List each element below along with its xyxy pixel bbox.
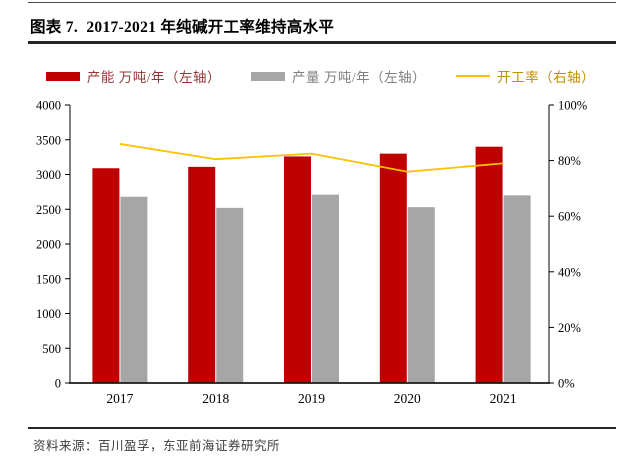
capacity-bar-2019: [284, 156, 311, 383]
bar-marker-icon: [251, 71, 285, 81]
right-axis-tick-label: 40%: [558, 265, 581, 279]
combo-chart: 0 500 1000 1500 2000 2500 3000 3500 4000 0% 20% 40%…: [36, 99, 587, 407]
capacity-bar-2017: [92, 168, 120, 383]
production-bar-2019: [312, 194, 339, 383]
left-axis-tick-label: 2500: [36, 203, 61, 217]
x-axis-label: 2017: [106, 391, 133, 406]
operating-rate-line: [119, 143, 504, 173]
right-axis-tick-label: 80%: [558, 154, 581, 168]
footer-divider: [28, 427, 616, 429]
right-axis-tick-label: 0%: [558, 377, 575, 391]
bar-marker-icon: [45, 71, 80, 81]
legend-label: 产能 万吨/年（左轴）: [86, 70, 221, 85]
legend-item-0: 产能 万吨/年（左轴）: [45, 66, 221, 86]
left-axis-tick-label: 3000: [36, 168, 61, 182]
left-axis-tick-label: 1500: [36, 272, 61, 286]
capacity-bar-2020: [379, 153, 407, 383]
right-axis-tick-label: 60%: [558, 210, 581, 224]
production-bar-2020: [407, 207, 435, 383]
x-axis-label: 2020: [394, 391, 421, 406]
x-axis-label: 2018: [202, 391, 229, 406]
page-title: 图表 7. 2017-2021 年纯碱开工率维持高水平: [30, 19, 335, 36]
production-bar-2021: [503, 195, 531, 383]
capacity-bar-2018: [188, 166, 216, 383]
left-axis-tick-label: 4000: [36, 99, 61, 113]
left-axis-tick-label: 2000: [36, 238, 61, 252]
left-axis-tick-label: 3500: [36, 133, 61, 147]
legend-label: 产量 万吨/年（左轴）: [292, 70, 427, 85]
left-axis-tick-label: 500: [42, 342, 61, 356]
source-text: 资料来源：百川盈孚，东亚前海证券研究所: [33, 439, 281, 453]
left-axis-tick-label: 1000: [36, 307, 61, 321]
x-axis-label: 2021: [490, 391, 517, 406]
left-axis-tick-label: 0: [55, 377, 61, 391]
legend-label: 开工率（右轴）: [497, 70, 596, 85]
right-axis-tick-label: 20%: [558, 321, 581, 335]
title-divider: [28, 41, 616, 44]
chart-legend: 产能 万吨/年（左轴） 产量 万吨/年（左轴） 开工率（右轴）: [0, 66, 641, 86]
production-bar-2017: [120, 196, 148, 383]
line-marker-icon: [456, 75, 491, 77]
production-bar-2018: [216, 207, 244, 383]
right-axis-tick-label: 100%: [558, 99, 587, 113]
top-divider: [28, 2, 616, 3]
legend-item-2: 开工率（右轴）: [456, 66, 595, 86]
legend-item-1: 产量 万吨/年（左轴）: [251, 66, 426, 86]
capacity-bar-2021: [475, 146, 503, 383]
x-axis-label: 2019: [298, 391, 325, 406]
